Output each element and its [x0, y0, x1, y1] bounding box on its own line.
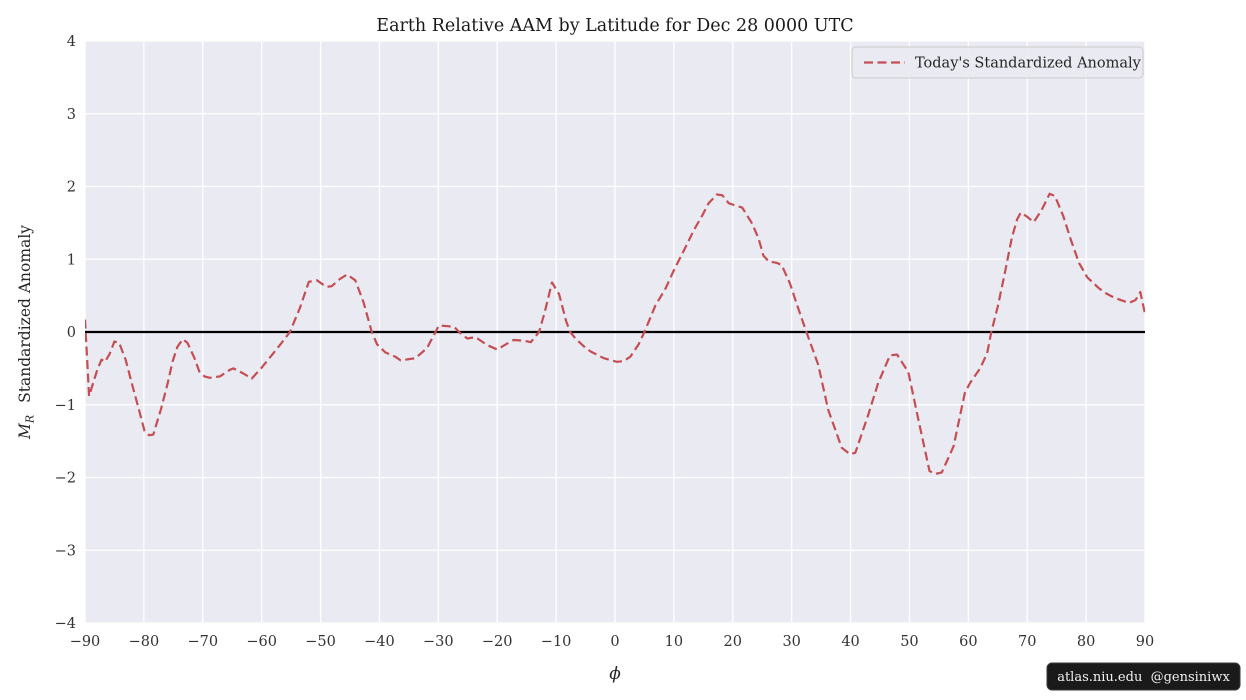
x-tick-label: 10	[665, 634, 683, 650]
x-axis-label: ϕ	[609, 664, 621, 684]
x-tick-label: 80	[1077, 634, 1095, 650]
x-tick-label: 0	[610, 634, 619, 650]
y-tick-label: −2	[55, 471, 76, 487]
legend-box	[851, 46, 1144, 79]
anomaly-line-series	[85, 192, 1145, 475]
x-tick-label: 20	[724, 634, 742, 650]
y-tick-label: −1	[55, 398, 76, 414]
x-tick-label: −70	[187, 634, 218, 650]
y-axis-label-subscript: R	[24, 415, 37, 424]
x-tick-label: 40	[841, 634, 859, 650]
y-tick-label: 0	[67, 325, 76, 341]
y-tick-label: 4	[67, 34, 76, 50]
x-tick-label: −40	[364, 634, 395, 650]
y-tick-label: 3	[67, 107, 76, 123]
y-axis-label-text: Standardized Anomaly	[16, 225, 34, 403]
x-tick-label: −30	[423, 634, 454, 650]
x-tick-label: −90	[70, 634, 101, 650]
y-tick-labels: −4 −3 −2 −1 0 1 2 3 4	[55, 34, 76, 632]
x-tick-label: −20	[482, 634, 513, 650]
x-tick-labels: −90 −80 −70 −60 −50 −40 −30 −20 −10 0 10 20 30 40 50 60…	[70, 634, 1155, 650]
legend: Today's Standardized Anomaly	[851, 46, 1144, 79]
y-tick-label: 1	[67, 252, 76, 268]
x-tick-label: 90	[1136, 634, 1154, 650]
attribution-badge-box	[1046, 662, 1241, 691]
x-tick-label: −60	[246, 634, 277, 650]
y-axis-label-symbol: M	[16, 422, 34, 440]
x-tick-label: 50	[900, 634, 918, 650]
x-tick-label: 70	[1018, 634, 1036, 650]
y-tick-label: 2	[67, 180, 76, 196]
anomaly-line	[85, 192, 1145, 475]
chart-title: Earth Relative AAM by Latitude for Dec 2…	[376, 16, 853, 36]
x-tick-label: −80	[129, 634, 160, 650]
x-tick-label: 30	[782, 634, 800, 650]
y-tick-label: −4	[55, 616, 76, 632]
x-tick-label: −10	[541, 634, 572, 650]
y-axis-label: MR Standardized Anomaly	[16, 225, 37, 440]
attribution-badge: atlas.niu.edu @gensiniwx	[1046, 662, 1241, 691]
x-tick-label: 60	[959, 634, 977, 650]
attribution-badge-text: atlas.niu.edu @gensiniwx	[1057, 670, 1230, 685]
y-tick-label: −3	[55, 543, 76, 559]
legend-label: Today's Standardized Anomaly	[915, 56, 1142, 72]
x-tick-label: −50	[305, 634, 336, 650]
